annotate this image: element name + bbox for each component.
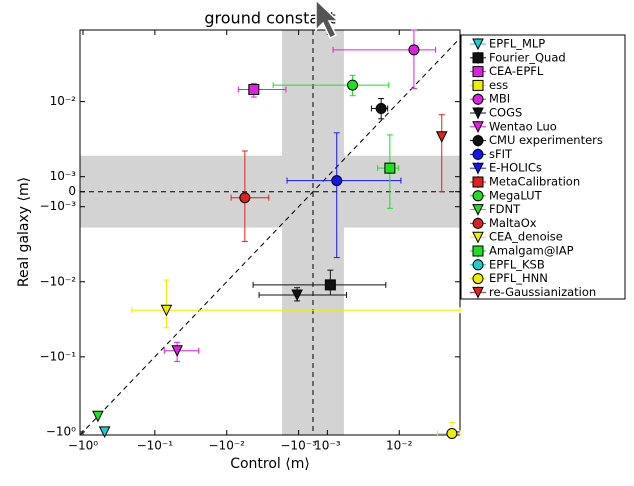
legend-marker <box>472 52 484 64</box>
marker <box>324 279 336 291</box>
legend-label: E-HOLICs <box>489 161 542 175</box>
marker <box>384 162 396 174</box>
legend-label: CEA-EPFL <box>489 64 544 78</box>
legend-label: MetaCalibration <box>489 175 580 189</box>
y-tick-label: −10⁰ <box>46 424 76 438</box>
marker <box>160 304 173 317</box>
legend-label: CMU experimenters <box>489 133 603 147</box>
y-axis-label: Real galaxy ⟨m⟩ <box>16 177 32 287</box>
x-tick-label: 10⁻² <box>386 439 413 453</box>
marker <box>408 44 420 56</box>
legend-label: Amalgam@IAP <box>489 244 574 258</box>
legend-label: Wentao Luo <box>489 119 557 133</box>
legend-label: re-Gaussianization <box>489 285 596 299</box>
legend-marker <box>472 79 484 91</box>
legend-marker <box>472 38 484 51</box>
legend-marker <box>472 273 484 285</box>
legend-label: ess <box>489 78 508 92</box>
marker <box>98 426 111 439</box>
y-tick-label: −10⁻¹ <box>40 349 77 363</box>
x-tick-label: 10⁻³ <box>314 439 341 453</box>
marker <box>375 102 387 114</box>
legend-marker <box>472 204 484 216</box>
legend-marker <box>472 93 484 105</box>
marker <box>435 131 448 143</box>
legend-label: MegaLUT <box>489 188 543 202</box>
x-tick-label: −10⁰ <box>68 439 98 453</box>
marker <box>239 192 251 204</box>
legend-label: EPFL_KSB <box>489 257 545 271</box>
legend-marker <box>472 286 484 299</box>
y-tick-label: −10⁻² <box>40 274 77 288</box>
legend-marker <box>472 176 484 188</box>
legend-marker <box>472 148 484 160</box>
marker <box>291 289 303 302</box>
plot-area: −10⁰ −10⁻¹ −10⁻² −10⁻³10⁻³ 10⁻²10⁻²10⁻³0−10⁻… <box>40 29 461 453</box>
legend-label: EPFL_HNN <box>489 271 548 285</box>
legend-marker <box>472 231 484 244</box>
y-tick-label: −10⁻³ <box>40 199 77 213</box>
legend-label: MaltaOx <box>489 216 537 230</box>
legend-marker <box>472 162 484 175</box>
x-tick-label: −10⁻¹ <box>137 439 174 453</box>
legend-marker <box>472 259 484 271</box>
y-tick-label: 0 <box>68 184 76 198</box>
x-axis-label: Control ⟨m⟩ <box>230 456 310 472</box>
legend-marker <box>472 245 484 257</box>
chart-title: ground constant <box>204 9 335 28</box>
marker <box>92 410 104 423</box>
marker <box>248 84 260 96</box>
legend-frame <box>460 34 626 300</box>
legend-marker <box>472 190 484 202</box>
legend-label: COGS <box>489 106 522 120</box>
legend-label: Fourier_Quad <box>489 50 566 64</box>
marker <box>331 175 343 187</box>
x-tick-label: −10⁻² <box>209 439 246 453</box>
legend: EPFL_MLPFourier_QuadCEA-EPFLessMBICOGSWe… <box>460 34 626 300</box>
legend-marker <box>472 107 484 120</box>
legend-label: CEA_denoise <box>489 230 563 244</box>
legend-label: FDNT <box>489 202 521 216</box>
marker <box>171 345 183 357</box>
legend-label: sFIT <box>489 147 513 161</box>
legend-label: MBI <box>489 92 510 106</box>
identity-line <box>79 37 461 436</box>
legend-marker <box>472 135 484 147</box>
marker <box>446 427 458 439</box>
legend-marker <box>472 217 484 229</box>
y-tick-label: 10⁻³ <box>50 169 77 183</box>
cursor <box>315 0 340 40</box>
x-tick-label: −10⁻³ <box>280 439 317 453</box>
legend-label: EPFL_MLP <box>489 37 545 51</box>
legend-marker <box>472 121 484 133</box>
y-tick-label: 10⁻² <box>50 94 77 108</box>
plot-frame <box>79 29 461 436</box>
marker <box>347 79 359 91</box>
legend-marker <box>472 66 484 78</box>
